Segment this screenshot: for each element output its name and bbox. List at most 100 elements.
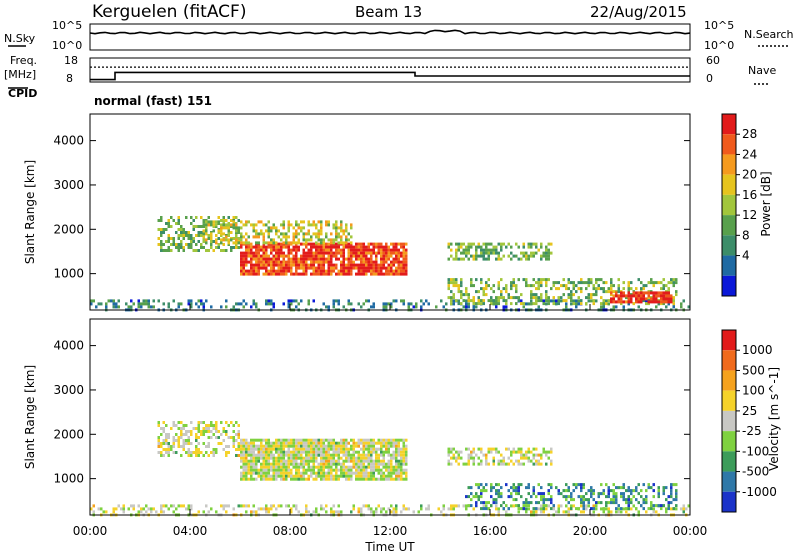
echo-cell [240,465,243,469]
echo-cell [270,450,273,454]
echo-cell [327,260,330,264]
echo-cell [167,507,170,511]
echo-cell [177,234,180,237]
echo-cell [605,504,608,508]
echo-cell [250,510,253,514]
echo-cell [92,510,95,514]
echo-cell [247,471,250,475]
echo-cell [345,468,348,472]
echo-cell [630,281,633,285]
echo-cell [482,248,485,252]
echo-cell [272,441,275,445]
echo-cell [350,263,353,267]
echo-cell [180,436,183,439]
echo-cell [657,300,660,304]
echo-cell [205,451,208,454]
echo-cell [645,495,648,499]
echo-cell [272,447,275,451]
echo-cell [285,263,288,267]
echo-cell [322,248,325,252]
echo-cell [180,243,183,246]
echo-cell [397,263,400,267]
echo-cell [235,246,238,249]
echo-cell [375,257,378,261]
echo-cell [315,450,318,454]
echo-cell [662,297,665,301]
echo-cell [595,501,598,505]
echo-cell [307,232,310,236]
echo-cell [112,302,115,306]
echo-cell [587,284,590,288]
echo-cell [377,266,380,270]
echo-cell [280,456,283,460]
echo-cell [187,504,190,508]
echo-cell [367,471,370,475]
echo-cell [545,281,548,285]
echo-cell [460,456,463,460]
echo-cell [162,439,165,442]
echo-cell [545,278,548,282]
echo-cell [220,504,223,508]
colorbar-tick-label: 25 [742,404,757,418]
echo-cell [200,243,203,246]
echo-cell [272,474,275,478]
echo-cell [282,447,285,451]
echo-cell [482,489,485,493]
echo-cell [372,302,375,306]
echo-cell [675,489,678,493]
echo-cell [232,226,235,230]
echo-cell [242,257,245,261]
echo-cell [472,456,475,460]
echo-cell [172,442,175,445]
echo-cell [570,299,573,303]
echo-cell [255,266,258,270]
echo-cell [297,263,300,267]
echo-cell [197,299,200,303]
velocity-echo-cells [90,421,690,517]
echo-cell [257,266,260,270]
echo-cell [285,459,288,463]
echo-cell [267,444,270,448]
echo-cell [362,302,365,306]
echo-cell [177,427,180,430]
echo-cell [240,241,243,245]
echo-cell [497,492,500,496]
echo-cell [260,468,263,472]
echo-cell [270,447,273,451]
echo-cell [335,229,338,233]
echo-cell [357,248,360,252]
echo-cell [175,222,178,225]
echo-cell [227,216,230,219]
echo-cell [252,272,255,276]
echo-cell [540,293,543,297]
echo-cell [282,471,285,475]
echo-cell [635,291,638,295]
echo-cell [295,220,298,224]
x-tick-label: 08:00 [273,524,308,538]
echo-cell [380,453,383,457]
echo-cell [235,229,238,233]
echo-cell [505,305,508,309]
echo-cell [615,495,618,499]
echo-cell [237,228,240,231]
echo-cell [367,462,370,466]
echo-cell [172,439,175,442]
echo-cell [575,290,578,294]
echo-cell [340,238,343,242]
echo-cell [590,296,593,300]
echo-cell [307,465,310,469]
echo-cell [287,257,290,261]
echo-cell [182,249,185,252]
echo-cell [205,226,208,230]
echo-cell [480,254,483,258]
echo-cell [345,238,348,242]
echo-cell [260,507,263,511]
echo-cell [255,235,258,239]
echo-cell [275,468,278,472]
echo-cell [287,471,290,475]
echo-cell [482,453,485,457]
echo-cell [532,486,535,490]
echo-cell [227,238,230,242]
echo-cell [297,223,300,227]
echo-cell [272,226,275,230]
